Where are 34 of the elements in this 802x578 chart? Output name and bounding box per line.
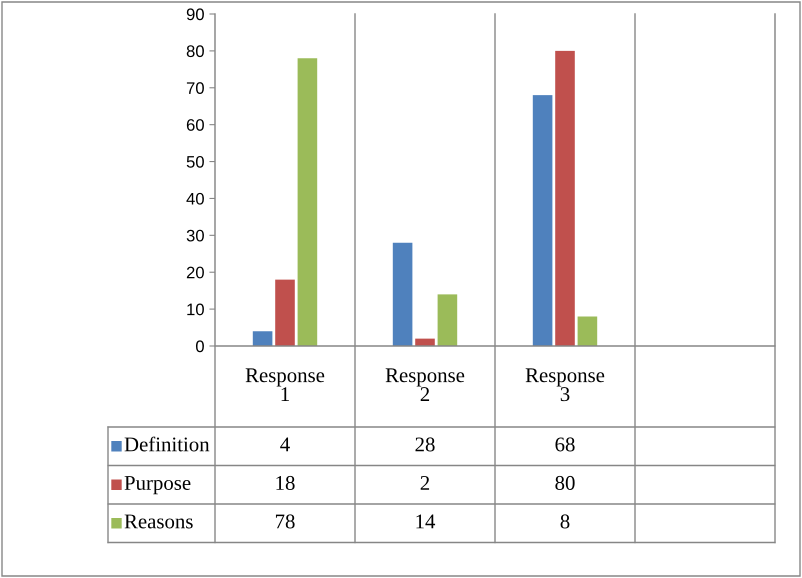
x-tick-label: Response 1 — [246, 368, 324, 401]
x-tick-label: Response 3 — [526, 368, 604, 402]
bar — [438, 294, 458, 346]
y-tick-label: 40 — [186, 192, 204, 205]
bar — [532, 95, 552, 346]
y-tick-label: 70 — [186, 82, 204, 94]
data-label: 28 — [416, 437, 435, 452]
y-tick-label: 0 — [196, 340, 204, 352]
legend-label: Reasons — [124, 514, 193, 528]
data-label: 4 — [280, 438, 290, 452]
bar — [392, 242, 412, 346]
y-tick-label: 50 — [186, 156, 204, 168]
y-tick-label: 90 — [186, 8, 204, 20]
y-tick-label: 80 — [186, 45, 204, 58]
bar — [252, 331, 272, 346]
bar — [415, 338, 435, 346]
bar — [298, 58, 318, 346]
y-tick-label: 20 — [186, 266, 204, 278]
bar — [555, 50, 575, 346]
data-label: 80 — [555, 476, 575, 490]
bar — [578, 316, 598, 346]
legend-label: Purpose — [124, 476, 190, 494]
data-label: 2 — [420, 476, 430, 490]
data-label: 78 — [276, 514, 295, 528]
y-tick-label: 60 — [186, 119, 204, 131]
x-tick-label: Response 2 — [386, 368, 464, 401]
bar — [275, 280, 295, 346]
legend-label: Definition — [124, 436, 210, 452]
data-label: 14 — [416, 514, 436, 528]
data-label: 68 — [555, 437, 575, 452]
y-tick-label: 10 — [187, 304, 204, 316]
data-label: 8 — [560, 514, 570, 528]
data-label: 18 — [276, 476, 295, 490]
y-tick-label: 30 — [186, 230, 204, 242]
